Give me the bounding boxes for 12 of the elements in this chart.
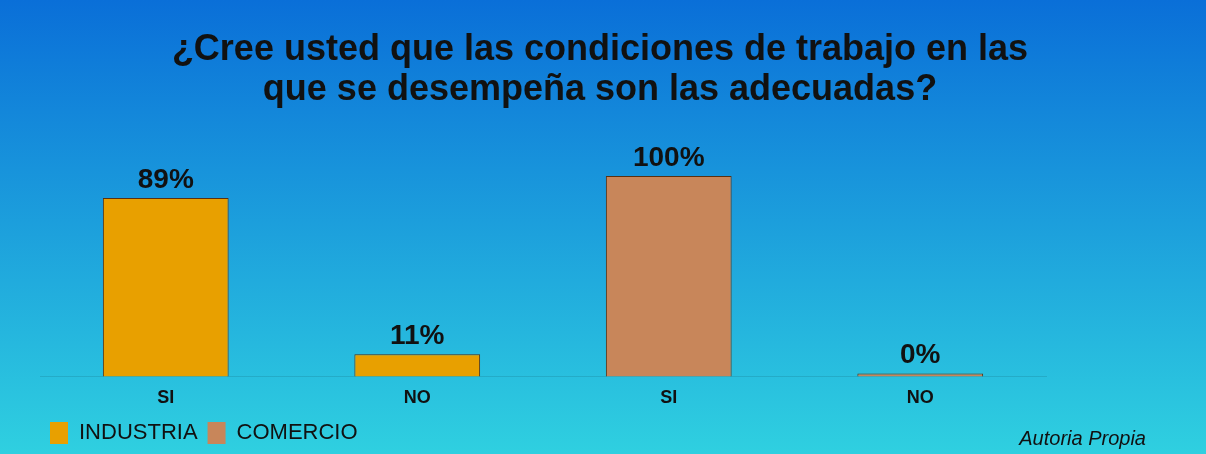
data-label: 100% bbox=[632, 140, 705, 172]
x-tick-label: NO bbox=[906, 387, 934, 408]
text: Autoria Propia bbox=[1019, 427, 1146, 450]
legend-label: INDUSTRIA bbox=[79, 419, 198, 445]
data-label: 11% bbox=[390, 319, 445, 351]
data-label: 0% bbox=[900, 338, 941, 370]
x-tick-label: NO bbox=[403, 387, 431, 408]
x-tick-label: SI bbox=[660, 387, 678, 408]
x-tick-label: SI bbox=[157, 387, 175, 408]
data-label: 89% bbox=[137, 162, 194, 194]
chart-title: ¿Cree usted que las condiciones de trabajo en las que se desempeña son las adecuadas? bbox=[170, 27, 1030, 108]
legend-label: COMERCIO bbox=[236, 419, 358, 445]
